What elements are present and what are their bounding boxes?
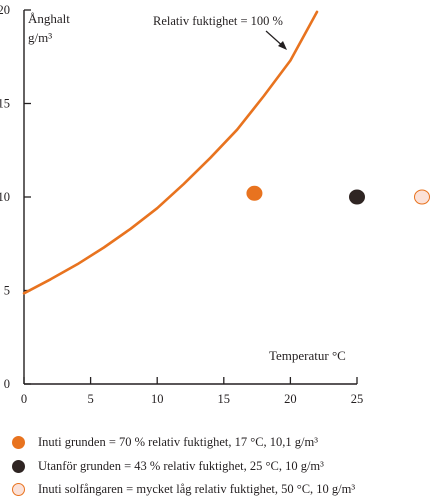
y-tick-label: 10 [0, 190, 10, 204]
legend-marker [12, 435, 25, 449]
y-tick-label: 0 [4, 377, 10, 391]
legend-item: Utanför grunden = 43 % relativ fuktighet… [8, 456, 324, 476]
curve-annotation: Relativ fuktighet = 100 % [153, 14, 283, 28]
legend-label: Inuti solfångaren = mycket låg relativ f… [38, 481, 356, 496]
legend-marker [12, 482, 25, 496]
series-group [22, 10, 319, 295]
x-tick-label: 20 [284, 392, 297, 406]
legend-item: Inuti grunden = 70 % relativ fuktighet, … [8, 432, 318, 452]
x-tick-label: 25 [351, 392, 364, 406]
y-axis-label: Ånghalt [28, 11, 70, 26]
y-axis-unit: g/m³ [28, 30, 52, 45]
data-point [246, 185, 263, 201]
x-tick-label: 10 [151, 392, 164, 406]
data-point [414, 189, 430, 205]
tick-group: 0 5 10 15 20 0 5 10 15 20 25 [0, 3, 363, 406]
y-tick-label: 5 [4, 284, 10, 298]
x-tick-label: 15 [218, 392, 231, 406]
legend-item: Inuti solfångaren = mycket låg relativ f… [8, 479, 355, 499]
legend-label: Utanför grunden = 43 % relativ fuktighet… [38, 458, 324, 473]
axes [23, 10, 357, 385]
annotation-arrow [265, 30, 287, 50]
point-group [246, 185, 430, 205]
x-tick-label: 5 [87, 392, 93, 406]
humidity-chart: 0 5 10 15 20 0 5 10 15 20 25 Ånghalt g/m³ Temperat… [0, 3, 430, 406]
x-axis-label: Temperatur °C [269, 348, 346, 363]
data-point [349, 189, 365, 205]
series-line [22, 10, 319, 295]
y-tick-label: 15 [0, 97, 10, 111]
y-tick-label: 20 [0, 3, 10, 17]
x-tick-label: 0 [21, 392, 27, 406]
legend-marker [12, 459, 25, 473]
legend-label: Inuti grunden = 70 % relativ fuktighet, … [38, 434, 318, 449]
